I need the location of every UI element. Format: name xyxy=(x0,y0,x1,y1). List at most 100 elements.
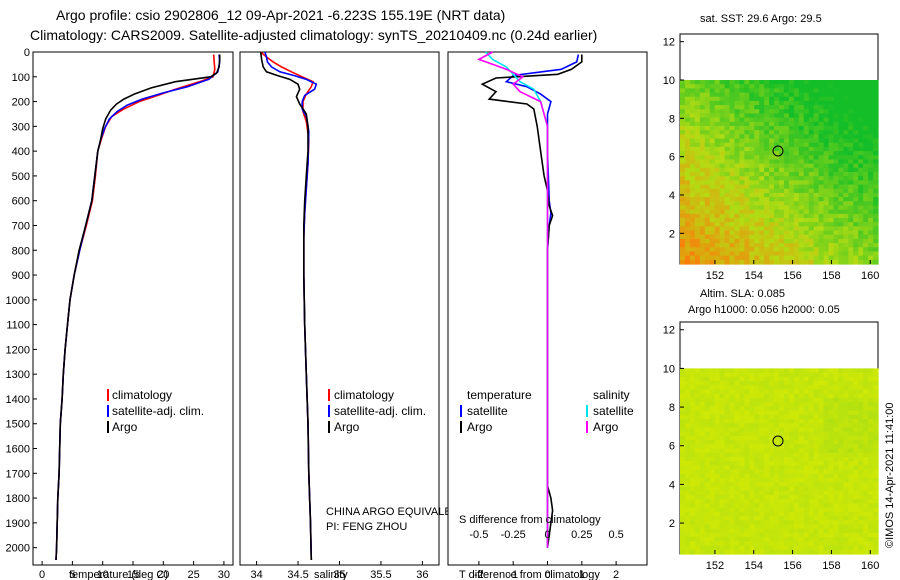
heatmap-cell xyxy=(853,130,859,135)
heatmap-cell xyxy=(764,134,770,140)
heatmap-cell xyxy=(863,126,869,131)
heatmap-cell xyxy=(699,138,706,144)
heatmap-cell xyxy=(823,511,830,517)
heatmap-cell xyxy=(853,155,859,161)
heatmap-cell xyxy=(689,88,696,94)
heatmap-cell xyxy=(759,494,765,500)
heatmap-cell xyxy=(858,138,864,144)
heatmap-cell xyxy=(769,545,775,551)
heatmap-cell xyxy=(739,259,745,265)
heatmap-cell xyxy=(744,121,750,127)
heatmap-cell xyxy=(759,109,765,115)
difference-x-tick-label: -2 xyxy=(474,569,484,580)
heatmap-cell xyxy=(769,524,775,530)
heatmap-cell xyxy=(684,376,691,382)
heatmap-cell xyxy=(833,397,839,403)
heatmap-cell xyxy=(764,389,770,395)
heatmap-cell xyxy=(689,410,696,416)
heatmap-cell xyxy=(853,545,859,551)
heatmap-cell xyxy=(818,545,825,551)
heatmap-cell xyxy=(783,528,790,534)
heatmap-cell xyxy=(724,84,731,89)
heatmap-cell xyxy=(759,92,765,98)
heatmap-cell xyxy=(694,213,701,219)
heatmap-cell xyxy=(833,427,839,433)
heatmap-cell xyxy=(783,376,790,382)
heatmap-cell xyxy=(764,222,770,227)
heatmap-cell xyxy=(843,222,849,227)
heatmap-cell xyxy=(719,134,726,140)
heatmap-cell xyxy=(739,410,745,416)
heatmap-cell xyxy=(873,448,879,454)
heatmap-cell xyxy=(739,503,745,509)
heatmap-cell xyxy=(684,121,691,127)
heatmap-cell xyxy=(694,376,701,382)
heatmap-cell xyxy=(833,473,839,479)
heatmap-cell xyxy=(828,134,835,140)
heatmap-cell xyxy=(744,234,750,240)
sst-map: sat. SST: 29.6 Argo: 29.5 152 154 156 158 16… xyxy=(663,13,880,282)
heatmap-cell xyxy=(729,197,736,202)
heatmap-cell xyxy=(833,469,839,475)
heatmap-cell xyxy=(724,201,731,207)
heatmap-cell xyxy=(873,381,879,386)
heatmap-cell xyxy=(709,528,716,534)
heatmap-cell xyxy=(729,180,736,186)
heatmap-cell xyxy=(873,96,879,102)
heatmap-cell xyxy=(843,205,849,211)
heatmap-cell xyxy=(783,478,790,483)
heatmap-cell xyxy=(813,213,820,219)
heatmap-cell xyxy=(843,201,849,207)
heatmap-cell xyxy=(689,222,696,227)
map-x-tick-label: 152 xyxy=(706,270,724,282)
heatmap-cell xyxy=(714,414,721,420)
heatmap-cell xyxy=(779,494,785,500)
heatmap-cell xyxy=(689,188,696,194)
heatmap-cell xyxy=(873,80,879,85)
heatmap-cell xyxy=(744,201,750,207)
heatmap-cell xyxy=(868,389,874,395)
heatmap-cell xyxy=(838,155,844,161)
heatmap-cell xyxy=(843,452,849,458)
depth-tick-label: 1900 xyxy=(6,518,30,530)
heatmap-cell xyxy=(853,192,859,198)
heatmap-cell xyxy=(689,142,696,148)
heatmap-cell xyxy=(818,80,825,85)
heatmap-cell xyxy=(858,192,864,198)
heatmap-cell xyxy=(833,440,839,445)
heatmap-cell xyxy=(764,213,770,219)
heatmap-cell xyxy=(704,499,711,504)
heatmap-cell xyxy=(828,184,835,190)
heatmap-cell xyxy=(828,406,835,412)
heatmap-cell xyxy=(823,205,830,211)
heatmap-cell xyxy=(813,230,820,236)
heatmap-cell xyxy=(759,234,765,240)
heatmap-cell xyxy=(798,520,805,526)
heatmap-cell xyxy=(833,146,839,152)
heatmap-cell xyxy=(739,96,745,102)
heatmap-cell xyxy=(818,201,825,207)
heatmap-cell xyxy=(714,222,721,227)
heatmap-cell xyxy=(793,549,800,555)
heatmap-cell xyxy=(828,201,835,207)
heatmap-cell xyxy=(848,524,854,530)
heatmap-cell xyxy=(694,130,701,135)
heatmap-cell xyxy=(769,146,775,152)
heatmap-cell xyxy=(739,213,745,219)
heatmap-cell xyxy=(793,130,800,135)
heatmap-cell xyxy=(704,545,711,551)
heatmap-cell xyxy=(724,423,731,429)
heatmap-cell xyxy=(863,520,869,526)
heatmap-cell xyxy=(739,389,745,395)
heatmap-cell xyxy=(808,524,815,530)
heatmap-cell xyxy=(828,88,835,94)
heatmap-cell xyxy=(863,541,869,547)
heatmap-cell xyxy=(744,126,750,131)
heatmap-cell xyxy=(680,105,686,110)
heatmap-cell xyxy=(848,188,854,194)
heatmap-cell xyxy=(754,499,760,504)
heatmap-cell xyxy=(783,222,790,227)
heatmap-cell xyxy=(853,247,859,253)
heatmap-cell xyxy=(694,427,701,433)
watermark: ©IMOS 14-Apr-2021 11:41:00 xyxy=(884,403,896,548)
